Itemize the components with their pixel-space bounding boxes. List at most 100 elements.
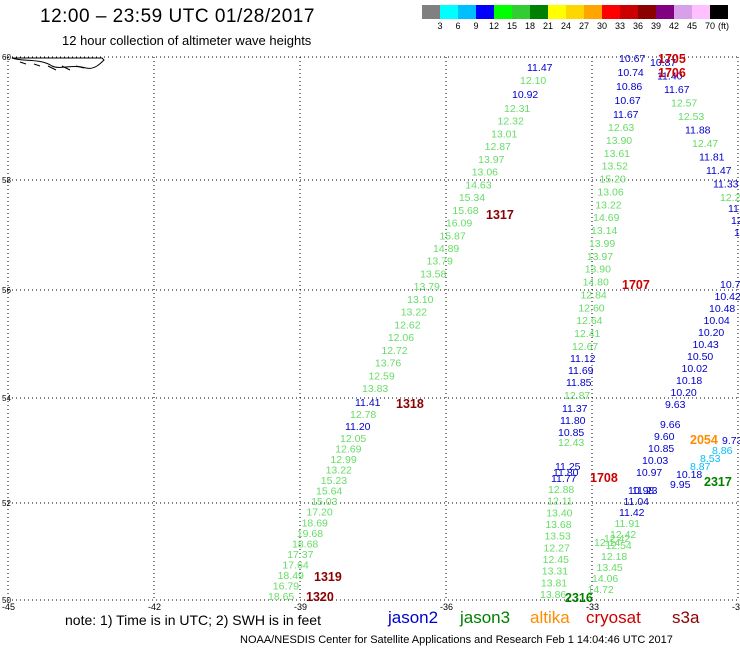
color-scale-labels: 3 6 9 12 15 18 21 24 27 30 33 36 39 42 45 70 xyxy=(422,21,719,31)
swh-reading: 15.34 xyxy=(459,192,485,204)
swh-reading: 8.87 xyxy=(690,461,711,473)
swh-reading: 13.22 xyxy=(595,199,621,211)
swh-reading: 10.43 xyxy=(693,339,719,351)
swh-reading: 18.65 xyxy=(268,591,294,603)
lat-label: 58 xyxy=(2,176,11,185)
swh-reading: 10.86 xyxy=(616,81,642,93)
swh-reading: 9.63 xyxy=(665,399,686,411)
scale-swatch xyxy=(458,5,476,19)
swh-reading: 11.88 xyxy=(685,125,711,137)
swh-reading: 11.20 xyxy=(345,421,371,433)
swh-reading: 12.42 xyxy=(604,533,630,545)
swh-reading: 13.14 xyxy=(591,225,617,237)
swh-reading: 10.03 xyxy=(642,455,668,467)
swh-reading: 9.95 xyxy=(670,479,691,491)
scale-swatch xyxy=(512,5,530,19)
swh-reading: 8.53 xyxy=(700,453,721,465)
scale-label: 9 xyxy=(473,21,479,31)
scale-label: 15 xyxy=(506,21,517,31)
scale-swatch xyxy=(566,5,584,19)
swh-reading: 11.25 xyxy=(555,461,581,473)
swh-reading: 11.12 xyxy=(570,353,596,365)
swh-reading: 10.48 xyxy=(709,303,735,315)
lat-label: 60 xyxy=(2,53,11,62)
lon-label: -30 xyxy=(732,602,740,612)
swh-reading: 14.72 xyxy=(588,584,614,596)
swh-reading: 12.59 xyxy=(368,370,394,382)
swh-reading: 10.67 xyxy=(619,53,645,65)
scale-label: 12 xyxy=(488,21,499,31)
swh-reading: 12.41 xyxy=(574,328,600,340)
swh-reading: 15.20 xyxy=(600,174,626,186)
swh-reading: 15.68 xyxy=(452,205,478,217)
lat-label: 56 xyxy=(2,286,11,295)
swh-reading: 17.20 xyxy=(306,507,332,519)
swh-reading: 16.09 xyxy=(446,218,472,230)
legend-jason3: jason3 xyxy=(460,608,511,627)
swh-reading: 9.66 xyxy=(660,419,681,431)
swh-reading: 11.42 xyxy=(619,507,645,519)
scale-swatch xyxy=(692,5,710,19)
scale-swatch xyxy=(548,5,566,19)
lon-label: -42 xyxy=(148,602,161,612)
scale-label: 42 xyxy=(668,21,679,31)
swh-reading: 12.69 xyxy=(335,444,361,456)
swh-reading: 12.47 xyxy=(692,138,718,150)
pass-label: 1708 xyxy=(590,471,618,485)
scale-label: 21 xyxy=(542,21,553,31)
swh-reading: 10.85 xyxy=(558,427,584,439)
scale-label: 27 xyxy=(578,21,589,31)
map-title: 12:00 – 23:59 UTC 01/28/2017 xyxy=(40,6,315,27)
swh-reading: 13.61 xyxy=(604,148,630,160)
swh-reading: 13.86 xyxy=(540,589,566,601)
swh-reading: 10.97 xyxy=(636,467,662,479)
scale-swatch xyxy=(710,5,728,19)
swh-reading: 13.06 xyxy=(472,167,498,179)
swh-reading: 19.68 xyxy=(297,528,323,540)
swh-reading: 10.74 xyxy=(618,67,644,79)
swh-reading: 10.67 xyxy=(615,95,641,107)
legend-jason2: jason2 xyxy=(388,608,439,627)
swh-reading: 11.47 xyxy=(527,62,553,74)
swh-reading: 12.54 xyxy=(606,540,632,552)
lon-label: -39 xyxy=(294,602,307,612)
pass-label: 2317 xyxy=(704,475,732,489)
swh-reading: 13.01 xyxy=(491,128,517,140)
swh-reading: 12.05 xyxy=(340,433,366,445)
swh-reading: 14.69 xyxy=(593,212,619,224)
pass-label: 2054 xyxy=(690,433,718,447)
legend-cryosat: cryosat xyxy=(586,608,641,627)
scale-label: 45 xyxy=(686,21,697,31)
swh-reading: 16.79 xyxy=(273,580,299,592)
lat-label: 50 xyxy=(2,596,11,605)
swh-reading: 12.63 xyxy=(608,122,634,134)
swh-reading: 15.03 xyxy=(311,496,337,508)
swh-reading: 10.42 xyxy=(715,291,740,303)
swh-reading: 12.72 xyxy=(381,345,407,357)
lon-label: -45 xyxy=(2,602,15,612)
swh-reading: 13.79 xyxy=(414,281,440,293)
color-scale-unit: (ft) xyxy=(718,21,729,31)
swh-reading: 11.33 xyxy=(713,179,739,191)
swh-reading: 10.92 xyxy=(512,89,538,101)
swh-reading: 8.86 xyxy=(712,445,733,457)
swh-reading: 10.85 xyxy=(648,443,674,455)
swh-reading: 11.80 xyxy=(553,467,579,479)
swh-reading: 12.06 xyxy=(388,332,414,344)
lat-label: 52 xyxy=(2,499,11,508)
swh-reading: 10.7 xyxy=(720,279,740,291)
swh-reading: 13.53 xyxy=(544,531,570,543)
pass-label: 1705 xyxy=(658,52,686,66)
swh-reading: 13.22 xyxy=(326,465,352,477)
pass-label: 1320 xyxy=(306,590,334,604)
swh-reading: 12.99 xyxy=(330,454,356,466)
swh-reading: 9.60 xyxy=(654,431,675,443)
swh-reading: 13.10 xyxy=(407,294,433,306)
swh-reading: 12.31 xyxy=(504,103,530,115)
scale-swatch xyxy=(656,5,674,19)
scale-swatch xyxy=(422,5,440,19)
swh-reading: 13.99 xyxy=(589,238,615,250)
swh-reading: 11.23 xyxy=(632,485,658,497)
scale-label: 39 xyxy=(650,21,661,31)
